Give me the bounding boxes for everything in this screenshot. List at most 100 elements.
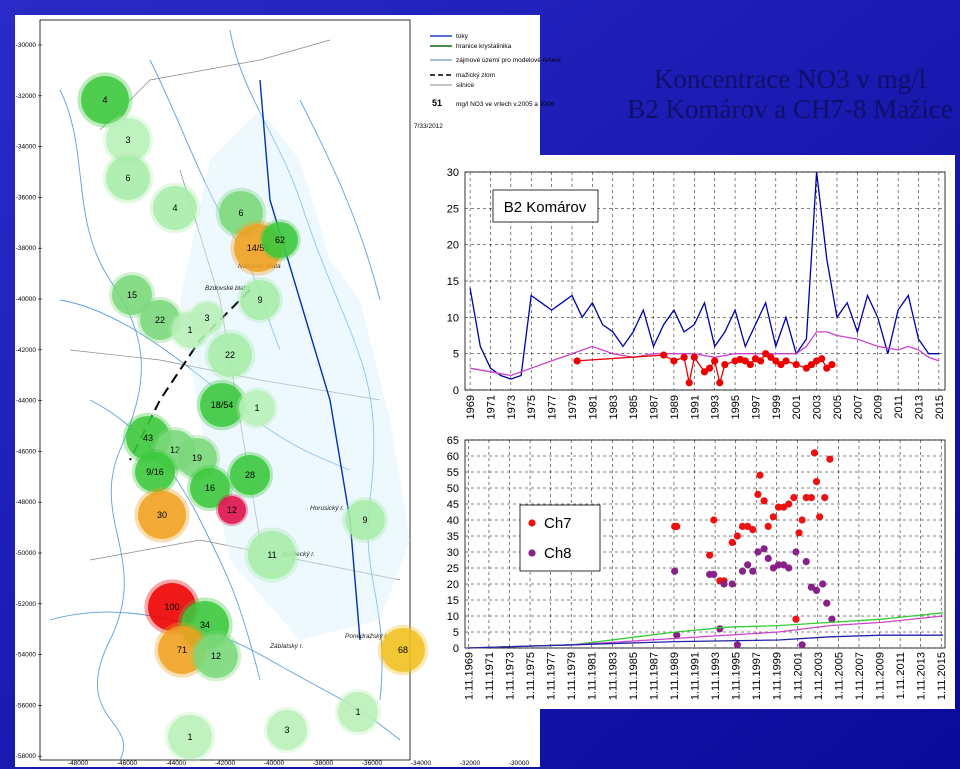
legend-label: Ch7	[544, 515, 572, 532]
x-tick-label: 2013	[914, 395, 926, 419]
map-point-label: 28	[245, 470, 255, 480]
map-point	[267, 710, 307, 750]
map-point-label: 30	[157, 510, 167, 520]
place-label: Záblatský r.	[269, 643, 304, 650]
map-point-label: 4	[102, 95, 107, 105]
map-x-tick: -42000	[215, 760, 236, 767]
map-y-tick: -34000	[16, 144, 37, 151]
map-point-label: 12	[211, 651, 221, 661]
x-tick-label: 2009	[873, 395, 885, 419]
map-y-tick: -56000	[16, 702, 37, 709]
point	[777, 360, 785, 369]
map-point-label: 1	[187, 732, 192, 742]
point	[711, 357, 719, 365]
x-tick-label: 1987	[649, 395, 661, 419]
point	[762, 350, 770, 358]
map-point	[200, 383, 244, 427]
map-point-label: 22	[155, 315, 165, 325]
map-point	[194, 634, 238, 678]
crystalline-boundary	[259, 79, 361, 641]
map-point	[190, 468, 230, 508]
point	[818, 355, 826, 363]
y-tick-label: 0	[453, 385, 459, 397]
point	[754, 548, 762, 556]
y-tick-label: 15	[447, 595, 459, 607]
y-tick-label: 65	[447, 435, 459, 447]
x-tick-label: 1985	[628, 395, 640, 419]
map-point	[345, 500, 385, 540]
y-tick-label: 50	[447, 483, 459, 495]
map-x-tick: -48000	[68, 760, 89, 767]
point	[807, 494, 815, 502]
x-tick-label: 1.11.1995	[731, 652, 743, 700]
map-point-label: 9	[362, 515, 367, 525]
legend-label: Ch8	[544, 545, 572, 562]
place-label: Bošilecký r.	[282, 551, 315, 558]
point	[756, 357, 765, 365]
map-legend-item: toky	[456, 33, 469, 40]
place-label: Bzdovské blata	[205, 285, 249, 292]
x-tick-label: 1.11.1973	[505, 652, 517, 700]
map-y-tick: -32000	[16, 93, 37, 100]
map-x-tick: -44000	[166, 760, 187, 767]
map-point-label: 3	[204, 313, 209, 323]
x-tick-label: 1.11.1991	[690, 652, 702, 700]
map-point-label: 1	[187, 325, 192, 335]
map-point-label: 34	[200, 620, 210, 630]
x-tick-label: 1.11.2013	[916, 652, 928, 700]
y-tick-label: 10	[447, 312, 459, 324]
place-label: Horusický r.	[310, 505, 344, 512]
point	[705, 364, 714, 372]
point	[795, 529, 803, 537]
x-tick-label: 1999	[771, 395, 783, 419]
y-tick-label: 20	[447, 240, 459, 252]
map-x-tick: -38000	[313, 760, 334, 767]
map-point	[208, 333, 252, 377]
map-point	[191, 302, 223, 334]
map-y-tick: -44000	[16, 398, 37, 405]
map-point-label: 9/16	[146, 467, 164, 477]
map-point-label: 68	[398, 645, 408, 655]
point	[774, 561, 783, 569]
legend-marker	[528, 549, 536, 557]
map-point	[219, 191, 263, 235]
map-x-tick: -36000	[362, 760, 383, 767]
title-line: B2 Komárov a CH7-8 Mažice	[627, 94, 952, 124]
map-x-tick: -30000	[509, 760, 530, 767]
point	[673, 522, 681, 531]
title-line: Koncentrace NO3 v mg/l	[654, 64, 926, 94]
map-point	[140, 300, 180, 340]
map-point-label: 1	[355, 707, 360, 717]
map-point	[168, 715, 212, 759]
point	[738, 522, 747, 531]
point	[710, 570, 718, 579]
series-line	[468, 612, 943, 649]
x-tick-label: 1995	[730, 395, 742, 419]
point	[798, 516, 806, 524]
place-label: Ponědražský r.	[345, 633, 388, 640]
map-y-tick: -30000	[16, 42, 37, 49]
point	[772, 357, 780, 365]
map-point-label: 19	[192, 453, 202, 463]
y-tick-label: 55	[447, 467, 459, 479]
map-point	[106, 156, 150, 200]
point	[716, 625, 724, 633]
point	[802, 494, 810, 502]
x-tick-label: 1.11.1971	[484, 652, 496, 700]
point	[746, 360, 754, 369]
x-tick-label: 2003	[812, 395, 824, 419]
map-point	[158, 626, 206, 674]
point	[660, 351, 668, 359]
map-y-tick: -48000	[16, 499, 37, 506]
point	[798, 641, 806, 649]
point	[738, 567, 747, 575]
point	[716, 379, 724, 387]
x-tick-label: 1.11.1983	[607, 652, 619, 700]
x-tick-label: 1.11.1989	[669, 652, 681, 700]
map-legend-box	[412, 15, 540, 165]
y-tick-label: 25	[447, 563, 459, 575]
map-x-tick: -34000	[411, 760, 432, 767]
map-point-label: 100	[164, 602, 179, 612]
x-tick-label: 1971	[485, 395, 497, 419]
x-tick-label: 1.11.1975	[525, 652, 537, 700]
